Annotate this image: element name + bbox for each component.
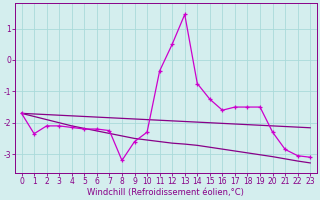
- X-axis label: Windchill (Refroidissement éolien,°C): Windchill (Refroidissement éolien,°C): [87, 188, 244, 197]
